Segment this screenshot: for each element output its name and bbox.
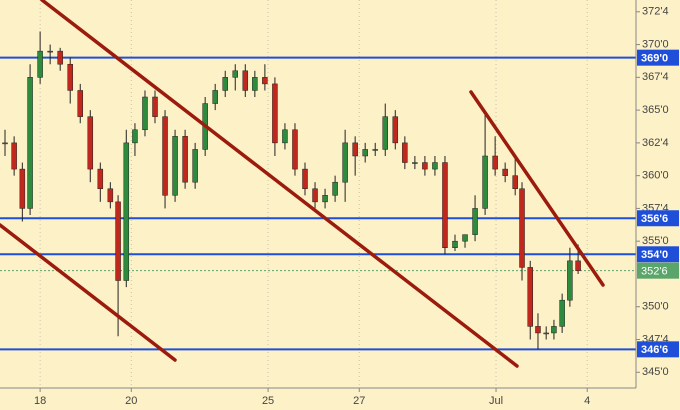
candle-body	[412, 162, 418, 164]
axis-labels: 345'0347'4350'0355'0357'4360'0362'4365'0…	[34, 6, 679, 407]
candle-body	[97, 168, 104, 190]
candle-body	[77, 90, 83, 117]
trendline	[0, 223, 177, 362]
candle-body	[2, 142, 8, 145]
candle-body	[342, 142, 348, 183]
candle-body	[172, 136, 178, 196]
candle-body	[57, 50, 63, 65]
candle-body	[482, 155, 488, 209]
candle-body	[47, 50, 53, 53]
candle-body	[527, 267, 533, 327]
candle-body	[292, 129, 298, 170]
candle-body	[232, 70, 239, 78]
candle-body	[37, 50, 43, 78]
candle-body	[543, 332, 549, 335]
candle-body	[492, 155, 498, 170]
candle-body	[322, 195, 328, 203]
candle-body	[302, 168, 308, 190]
candle-body	[442, 162, 448, 248]
candle-body	[162, 116, 168, 196]
candle-body	[567, 260, 573, 301]
levels	[0, 56, 636, 351]
candle-body	[502, 168, 508, 176]
candle-body	[19, 168, 26, 209]
level-label: 369'0	[641, 53, 668, 65]
x-tick-label: Jul	[489, 395, 503, 407]
candle-body	[422, 162, 428, 170]
trendline	[469, 90, 605, 287]
candle-body	[115, 201, 121, 281]
candle-body	[152, 96, 158, 117]
level-label-box	[637, 246, 679, 263]
trendline	[40, 0, 519, 368]
x-tick-label: 25	[262, 395, 274, 407]
y-tick-label: 367'4	[642, 71, 669, 83]
candle-body	[512, 175, 518, 190]
candle-body	[452, 240, 458, 248]
x-tick-label: 27	[353, 395, 365, 407]
candle-body	[242, 70, 249, 91]
y-tick-label: 350'0	[642, 301, 669, 313]
x-tick-label: 18	[34, 395, 46, 407]
x-tick-label: 4	[584, 395, 590, 407]
candle-body	[382, 116, 388, 150]
candle-body	[11, 142, 17, 170]
level-label: 354'0	[641, 249, 668, 261]
candle-body	[392, 116, 399, 144]
candle-body	[272, 83, 278, 144]
candle-body	[142, 96, 148, 131]
last-price-box	[637, 262, 679, 279]
y-tick-label: 360'0	[642, 170, 669, 182]
candle-body	[559, 299, 565, 327]
candle-body	[27, 77, 33, 209]
candle-body	[432, 162, 438, 170]
candles	[2, 31, 581, 350]
candle-body	[332, 181, 338, 196]
candle-body	[462, 234, 468, 242]
candle-body	[222, 77, 228, 91]
candle-body	[312, 188, 318, 203]
y-tick-label: 345'0	[642, 366, 669, 378]
y-tick-label: 372'4	[642, 6, 669, 18]
candle-body	[87, 116, 94, 170]
candle-body	[372, 149, 378, 151]
candle-body	[262, 77, 268, 85]
y-tick-label: 370'0	[642, 38, 669, 50]
candle-body	[519, 188, 525, 268]
candle-body	[107, 188, 114, 203]
level-label: 356'6	[641, 213, 668, 225]
y-tick-label: 362'4	[642, 137, 669, 149]
candle-body	[362, 149, 368, 157]
y-tick-label: 365'0	[642, 104, 669, 116]
candle-body	[132, 129, 138, 144]
candle-body	[535, 326, 541, 334]
level-label-box	[637, 210, 679, 227]
candle-body	[67, 63, 73, 91]
candle-body	[352, 142, 358, 157]
candle-body	[402, 142, 408, 163]
candle-body	[252, 77, 258, 91]
candle-body	[472, 208, 478, 235]
level-label: 346'6	[641, 344, 668, 356]
candle-body	[575, 260, 581, 271]
candle-body	[123, 142, 130, 281]
trendlines	[0, 0, 605, 368]
candle-body	[282, 129, 288, 144]
candle-body	[182, 136, 188, 183]
candle-body	[551, 326, 557, 334]
y-tick-label: 355'0	[642, 235, 669, 247]
level-label-box	[637, 49, 679, 66]
x-tick-label: 20	[125, 395, 137, 407]
candle-body	[192, 149, 198, 183]
last-price-label: 352'6	[641, 266, 668, 278]
candle-body	[212, 90, 218, 104]
level-label-box	[637, 341, 679, 358]
